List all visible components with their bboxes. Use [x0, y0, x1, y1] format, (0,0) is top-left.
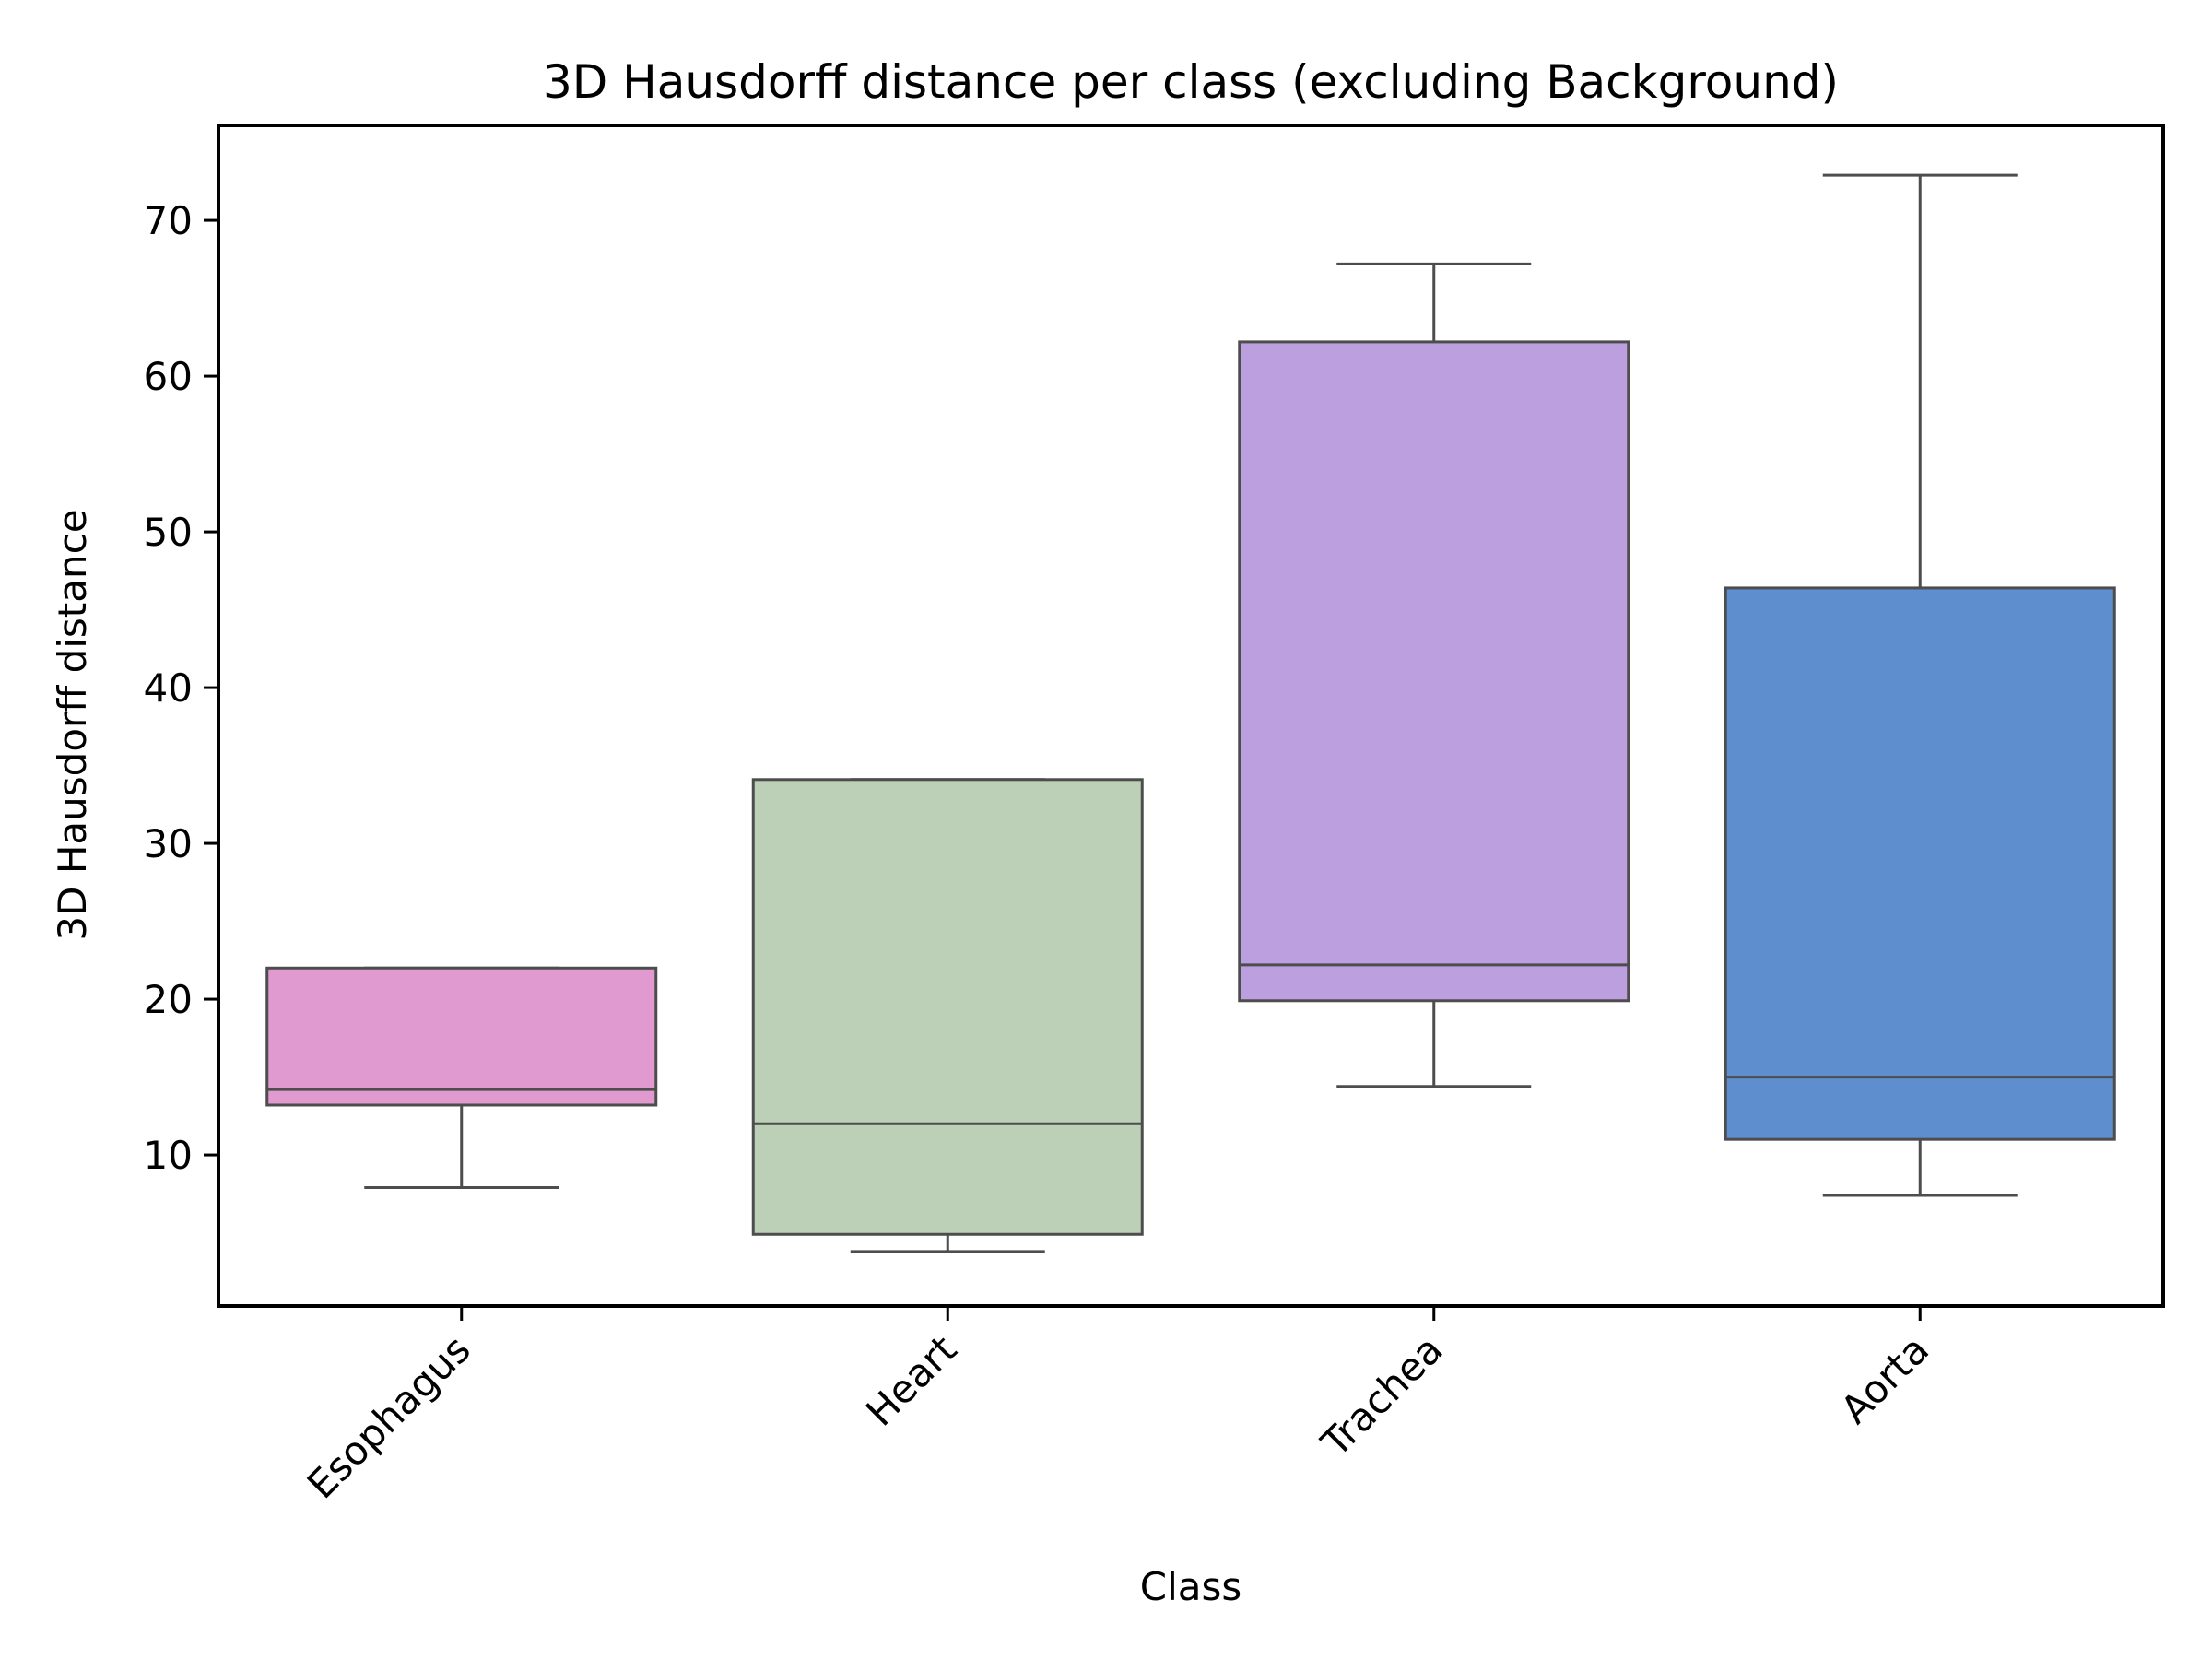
y-tick-label: 60 [144, 354, 193, 399]
y-tick-label: 20 [144, 977, 193, 1022]
y-tick-label: 10 [144, 1133, 193, 1178]
box-iqr [265, 966, 658, 1107]
box-group-heart [751, 778, 1144, 1253]
box-group-esophagus [265, 966, 658, 1190]
y-tick-label: 70 [144, 198, 193, 243]
y-tick-label: 30 [144, 821, 193, 866]
box-group-trachea [1238, 262, 1630, 1088]
axes-frame [217, 124, 2165, 1308]
y-axis-label: 3D Hausdorff distance [50, 509, 95, 940]
box-iqr [751, 778, 1144, 1236]
chart-title: 3D Hausdorff distance per class (excludi… [543, 55, 1839, 109]
y-tick-label: 40 [144, 665, 193, 711]
box-group-aorta [1724, 173, 2116, 1197]
y-tick-label: 50 [144, 510, 193, 555]
box-iqr [1238, 340, 1630, 1003]
x-axis-label: Class [1140, 1564, 1242, 1609]
box-iqr [1724, 586, 2116, 1141]
